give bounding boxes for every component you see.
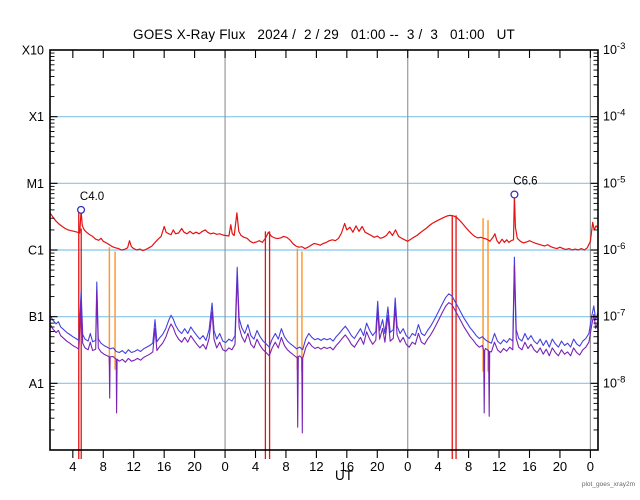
x-tick-label: 16 — [340, 459, 354, 474]
x-tick-label: 4 — [435, 459, 442, 474]
x-tick-label: 0 — [587, 459, 594, 474]
x-tick-label: 8 — [282, 459, 289, 474]
x-tick-label: 8 — [465, 459, 472, 474]
y-axis-label-right: 10-4 — [603, 108, 625, 124]
watermark-filename: plot_goes_xray2m — [581, 481, 635, 488]
y-axis-label-right: 10-7 — [603, 308, 625, 324]
y-axis-label-right: 10-8 — [603, 374, 625, 390]
flare-annotation-label: C6.6 — [513, 175, 537, 187]
flare-marker-circle — [77, 205, 86, 214]
y-axis-label-right: 10-3 — [603, 41, 625, 57]
flux-series-blue-short — [49, 256, 599, 355]
y-axis-label-left: X10 — [22, 44, 44, 58]
x-tick-label: 16 — [157, 459, 171, 474]
flare-marker-circle — [510, 190, 519, 199]
y-axis-label-left: X1 — [29, 110, 44, 124]
chart-title: GOES X-Ray Flux 2024 / 2 / 29 01:00 -- 3… — [133, 27, 515, 42]
x-tick-label: 12 — [492, 459, 506, 474]
y-axis-label-left: M1 — [27, 177, 44, 191]
flux-series-red-long — [49, 194, 599, 252]
x-tick-label: 4 — [252, 459, 259, 474]
x-tick-label: 0 — [221, 459, 228, 474]
y-axis-label-right: 10-6 — [603, 241, 625, 257]
x-tick-label: 20 — [370, 459, 384, 474]
x-tick-label: 12 — [309, 459, 323, 474]
x-tick-label: 0 — [404, 459, 411, 474]
x-axis-label: UT — [335, 468, 353, 483]
y-axis-label-left: A1 — [29, 377, 44, 391]
flare-annotation-label: C4.0 — [80, 191, 104, 203]
y-axis-label-right: 10-5 — [603, 174, 625, 190]
x-tick-label: 16 — [522, 459, 536, 474]
y-axis-label-left: C1 — [28, 244, 44, 258]
flux-series-purple-short — [49, 265, 599, 434]
x-tick-label: 20 — [187, 459, 201, 474]
x-tick-label: 12 — [126, 459, 140, 474]
y-axis-label-left: B1 — [29, 310, 44, 324]
x-tick-label: 4 — [69, 459, 76, 474]
x-tick-label: 20 — [553, 459, 567, 474]
x-tick-label: 8 — [100, 459, 107, 474]
